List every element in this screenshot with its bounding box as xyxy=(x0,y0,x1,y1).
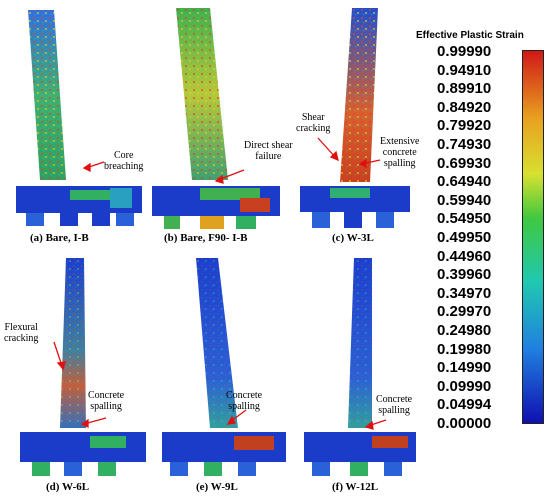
legend-tick-label: 0.64940 xyxy=(437,173,492,191)
arrowhead-flexural-cracking xyxy=(56,361,66,371)
legend-tick-label: 0.59940 xyxy=(437,191,492,209)
panel-c-model xyxy=(300,8,410,228)
colorbar xyxy=(522,50,544,424)
arrowhead-concrete-spalling-d xyxy=(80,418,89,429)
annotation-shear-cracking: Shear cracking xyxy=(296,112,331,134)
annotation-concrete-spalling-d: Concrete spalling xyxy=(88,390,125,412)
caption-e: (e) W-9L xyxy=(196,481,238,493)
arrowhead-extensive-spalling xyxy=(358,158,367,169)
caption-b: (b) Bare, F90- I-B xyxy=(164,232,248,244)
annotation-direct-shear: Direct shear failure xyxy=(244,140,293,162)
legend-tick-label: 0.94910 xyxy=(437,61,492,79)
legend-title: Effective Plastic Strain xyxy=(416,30,524,41)
arrowhead-concrete-spalling-f xyxy=(364,420,374,430)
caption-d: (d) W-6L xyxy=(46,481,90,493)
panel-f-model xyxy=(304,258,416,476)
legend-tick-label: 0.09990 xyxy=(437,377,492,395)
caption-a: (a) Bare, I-B xyxy=(30,232,89,244)
caption-f: (f) W-12L xyxy=(332,481,379,493)
annotation-concrete-spalling-f: Concrete spalling xyxy=(376,394,413,416)
arrowhead-direct-shear xyxy=(214,174,224,184)
annotation-arrows xyxy=(53,137,387,430)
legend-tick-label: 0.39960 xyxy=(437,266,492,284)
legend-tick-label: 0.99990 xyxy=(437,43,492,60)
legend-tick-label: 0.54950 xyxy=(437,210,492,228)
legend-tick-label: 0.24980 xyxy=(437,322,492,339)
legend-tick-label: 0.69930 xyxy=(437,154,492,172)
legend-tick-label: 0.14990 xyxy=(437,359,492,377)
panel-b-model xyxy=(152,8,280,229)
panel-d-model xyxy=(20,258,146,476)
arrowhead-concrete-spalling-e xyxy=(226,415,236,425)
legend-tick-label: 0.34970 xyxy=(437,284,492,302)
legend-tick-label: 0.44960 xyxy=(437,247,492,265)
annotation-flexural-cracking: Flexural cracking xyxy=(4,322,39,344)
legend-tick-label: 0.19980 xyxy=(437,340,492,358)
arrowhead-shear-cracking xyxy=(329,150,339,162)
annotation-concrete-spalling-e: Concrete spalling xyxy=(226,390,263,412)
panel-a-model xyxy=(16,10,142,226)
legend-tick-label: 0.89910 xyxy=(437,80,492,98)
legend-tick-label: 0.00000 xyxy=(437,415,492,432)
legend-tick-label: 0.84920 xyxy=(437,98,492,116)
legend-tick-label: 0.04994 xyxy=(437,396,492,414)
legend-tick-label: 0.79920 xyxy=(437,117,492,135)
annotation-core-breaching: Core breaching xyxy=(104,150,144,172)
legend-tick-label: 0.74930 xyxy=(437,136,492,153)
legend-tick-label: 0.29970 xyxy=(437,303,492,321)
annotation-extensive-spalling: Extensive concrete spalling xyxy=(380,136,420,169)
arrowhead-core-breaching xyxy=(82,162,91,173)
caption-c: (c) W-3L xyxy=(332,232,374,244)
legend-tick-label: 0.49950 xyxy=(437,229,492,246)
panel-e-model xyxy=(162,258,286,476)
